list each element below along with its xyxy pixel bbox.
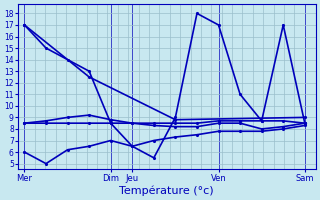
X-axis label: Température (°c): Température (°c) [119, 185, 214, 196]
